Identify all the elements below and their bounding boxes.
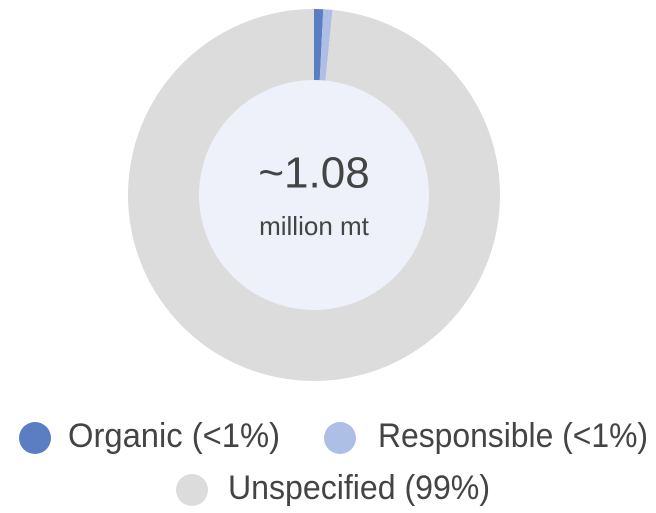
center-value: ~1.08 — [258, 149, 369, 198]
legend-label: Unspecified (99%) — [228, 469, 490, 507]
donut-hole — [199, 80, 429, 310]
legend-label: Responsible (<1%) — [378, 417, 648, 455]
legend-label: Organic (<1%) — [68, 417, 280, 455]
legend-swatch — [19, 422, 51, 454]
center-label: million mt — [259, 211, 370, 241]
legend-swatch — [324, 422, 356, 454]
legend: Organic (<1%) Responsible (<1%) Unspecifie… — [19, 417, 648, 507]
legend-swatch — [176, 474, 208, 506]
